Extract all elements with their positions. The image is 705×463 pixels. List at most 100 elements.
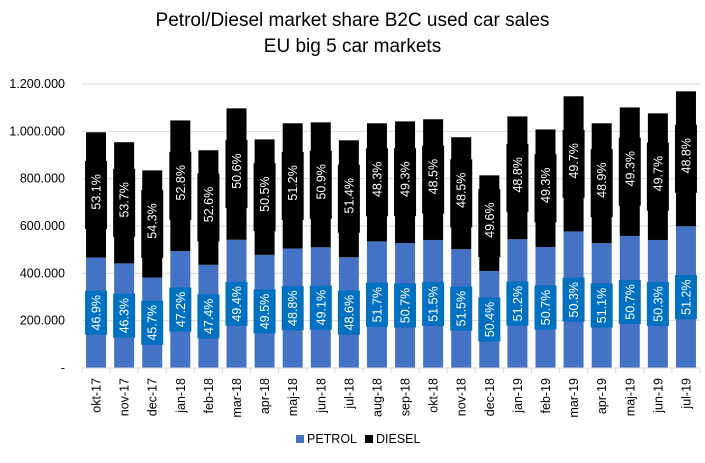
petrol-share-label: 51.5% — [455, 291, 469, 326]
diesel-share-label: 51.4% — [342, 178, 356, 213]
y-tick-label: 600.000 — [20, 219, 65, 233]
diesel-share-label: 54.3% — [146, 203, 160, 238]
petrol-label-box — [590, 283, 613, 328]
x-tick-label: jan-18 — [174, 378, 188, 414]
y-tick-label: 800.000 — [20, 172, 65, 186]
petrol-share-label: 48.6% — [342, 295, 356, 330]
diesel-share-label: 53.1% — [90, 174, 104, 209]
petrol-label-box — [534, 285, 557, 330]
x-axis: okt-17 nov-17 dec-17 jan-18 feb-18 mar-18 apr-… — [81, 367, 701, 418]
petrol-share-label: 50.7% — [539, 290, 553, 325]
diesel-label-box — [506, 143, 529, 212]
y-axis: - 200.000 400.000 600.000 800.000 1.000.000 1.… — [9, 77, 65, 375]
y-tick-label: 400.000 — [20, 266, 65, 280]
petrol-share-label: 47.4% — [202, 299, 216, 334]
y-tick-label: 1.000.000 — [9, 124, 65, 138]
diesel-share-label: 49.7% — [567, 143, 581, 178]
diesel-share-label: 53.7% — [118, 182, 132, 217]
diesel-share-label: 52.8% — [174, 165, 188, 200]
x-tick-label: feb-18 — [202, 378, 216, 413]
diesel-label-box — [590, 149, 613, 218]
diesel-share-label: 49.3% — [539, 168, 553, 203]
diesel-share-label: 51.2% — [286, 165, 300, 200]
diesel-label-box — [394, 148, 417, 217]
x-tick-label: mar-18 — [230, 378, 244, 418]
diesel-label-box — [225, 140, 248, 209]
diesel-label-box — [337, 164, 360, 233]
diesel-share-label: 49.3% — [399, 161, 413, 196]
diesel-label-box — [113, 168, 136, 237]
legend-swatch-diesel — [365, 435, 373, 443]
petrol-share-label: 50.4% — [483, 302, 497, 337]
chart-title: Petrol/Diesel market share B2C used car … — [0, 8, 705, 60]
petrol-share-label: 51.2% — [511, 286, 525, 321]
x-tick-label: jul-18 — [342, 378, 356, 410]
petrol-share-label: 50.7% — [623, 284, 637, 319]
petrol-share-label: 50.3% — [651, 286, 665, 321]
legend-label-diesel: DIESEL — [376, 432, 421, 446]
diesel-label-box — [450, 159, 473, 228]
diesel-label-box — [365, 148, 388, 217]
x-tick-label: okt-17 — [90, 378, 104, 413]
petrol-label-box — [113, 293, 136, 338]
x-tick-label: feb-19 — [539, 378, 553, 413]
y-tick-label: 1.200.000 — [9, 77, 65, 91]
diesel-share-label: 48.3% — [370, 162, 384, 197]
diesel-label-box — [141, 189, 164, 258]
x-tick-label: jan-19 — [511, 378, 525, 414]
diesel-share-label: 48.5% — [427, 159, 441, 194]
diesel-label-box — [674, 124, 697, 193]
diesel-label-box — [422, 145, 445, 214]
petrol-label-box — [422, 281, 445, 326]
diesel-share-label: 50.5% — [258, 176, 272, 211]
y-tick-label: 200.000 — [20, 314, 65, 328]
petrol-share-label: 45.7% — [146, 305, 160, 340]
petrol-label-box — [394, 283, 417, 328]
petrol-share-label: 50.3% — [567, 282, 581, 317]
petrol-label-box — [506, 281, 529, 326]
petrol-label-box — [674, 275, 697, 320]
petrol-label-box — [253, 289, 276, 334]
y-tick-label: - — [61, 361, 65, 375]
petrol-label-box — [197, 294, 220, 339]
diesel-share-label: 48.8% — [679, 138, 693, 173]
x-tick-label: maj-19 — [623, 378, 637, 416]
diesel-label-box — [534, 154, 557, 223]
diesel-share-label: 48.5% — [455, 172, 469, 207]
petrol-share-label: 49.4% — [230, 286, 244, 321]
x-tick-label: okt-18 — [427, 378, 441, 413]
petrol-label-box — [281, 286, 304, 331]
diesel-label-box — [646, 142, 669, 211]
petrol-label-box — [141, 300, 164, 345]
petrol-share-label: 48.8% — [286, 291, 300, 326]
petrol-label-box — [309, 285, 332, 330]
x-tick-label: apr-18 — [258, 378, 272, 414]
diesel-share-label: 48.8% — [511, 157, 525, 192]
diesel-share-label: 49.3% — [623, 151, 637, 186]
petrol-label-box — [225, 281, 248, 326]
petrol-share-label: 50.7% — [399, 288, 413, 323]
legend: PETROL DIESEL — [296, 432, 421, 446]
diesel-label-box — [169, 151, 192, 220]
chart-title-line-1: Petrol/Diesel market share B2C used car … — [155, 10, 550, 31]
x-tick-label: dec-17 — [146, 378, 160, 416]
diesel-label-box — [197, 173, 220, 242]
diesel-share-label: 49.7% — [651, 156, 665, 191]
chart-subtitle: EU big 5 car markets — [263, 36, 442, 57]
petrol-label-box — [337, 290, 360, 335]
x-tick-label: jun-19 — [651, 378, 665, 414]
x-tick-label: jul-19 — [679, 378, 693, 410]
data-labels: 46.9% 53.1% 46.3% 53.7% 45.7% 54.3% 47.2% 52.8%… — [85, 124, 697, 345]
diesel-share-label: 50.6% — [230, 153, 244, 188]
petrol-share-label: 51.1% — [595, 288, 609, 323]
petrol-share-label: 51.5% — [427, 286, 441, 321]
diesel-label-box — [562, 129, 585, 198]
legend-label-petrol: PETROL — [307, 432, 357, 446]
x-tick-label: jun-18 — [314, 378, 328, 414]
petrol-share-label: 51.7% — [370, 287, 384, 322]
diesel-label-box — [85, 160, 108, 229]
petrol-label-box — [85, 290, 108, 335]
diesel-share-label: 48.9% — [595, 162, 609, 197]
petrol-share-label: 46.3% — [118, 298, 132, 333]
diesel-label-box — [478, 189, 501, 258]
